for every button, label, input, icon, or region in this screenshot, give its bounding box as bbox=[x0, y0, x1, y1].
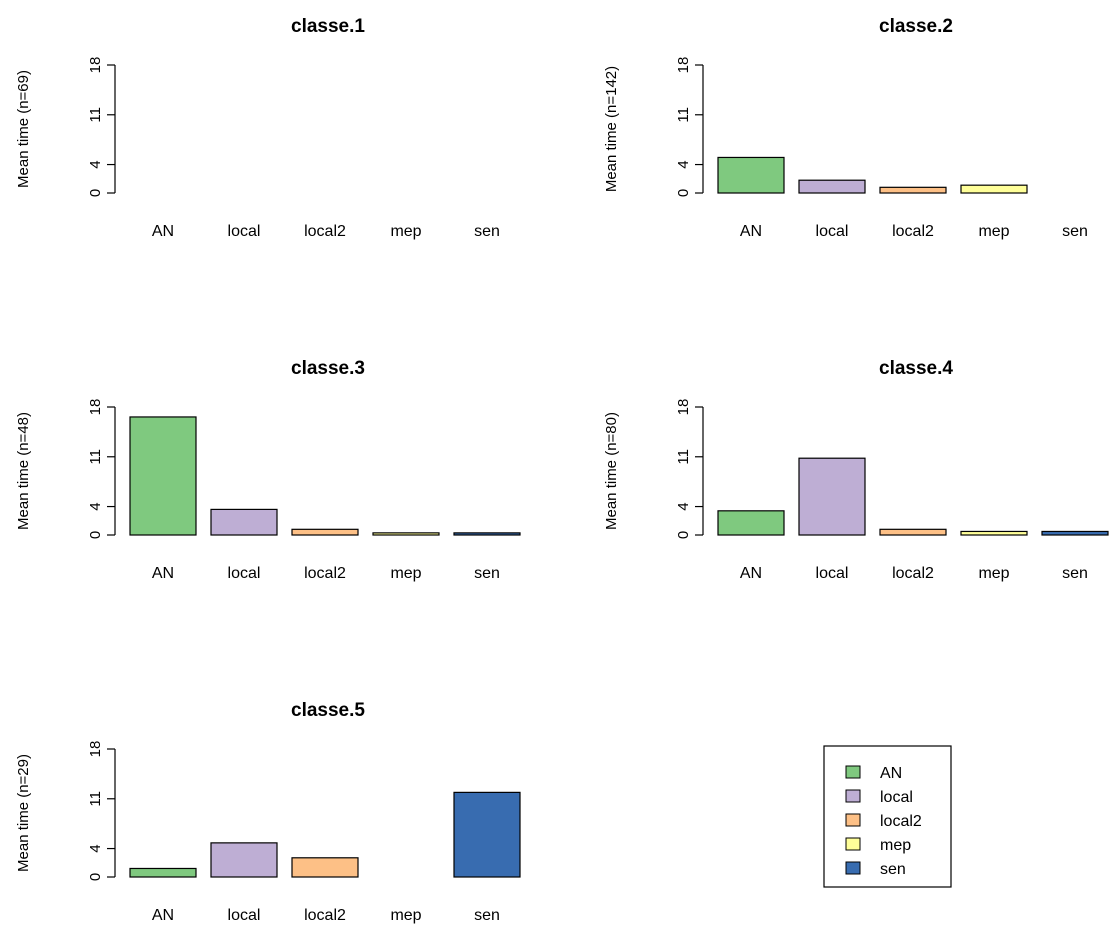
category-label: mep bbox=[390, 907, 421, 924]
y-tick-label: 0 bbox=[675, 189, 692, 197]
category-label: local2 bbox=[892, 223, 934, 240]
panel-1: classe.1 Mean time (n=69) 0 4 11 18 AN local loc… bbox=[15, 16, 500, 240]
category-label: local bbox=[228, 907, 261, 924]
panel-3: classe.3 Mean time (n=48) 0 4 11 18 AN local loc… bbox=[15, 358, 521, 582]
bar-AN bbox=[717, 156, 785, 194]
legend-label: local bbox=[880, 789, 913, 806]
category-label: sen bbox=[1062, 565, 1088, 582]
bar-mep bbox=[372, 532, 440, 536]
panel-4: classe.4 Mean time (n=80) 0 4 11 18 AN local loc… bbox=[603, 358, 1109, 582]
category-label: local bbox=[816, 223, 849, 240]
y-tick-label: 4 bbox=[675, 502, 692, 510]
category-label: local2 bbox=[304, 907, 346, 924]
bar-AN bbox=[717, 510, 785, 536]
y-tick-label: 11 bbox=[87, 107, 104, 123]
y-tick-label: 4 bbox=[87, 160, 104, 168]
category-label: AN bbox=[740, 223, 762, 240]
legend-label: sen bbox=[880, 861, 906, 878]
legend-swatch-local bbox=[845, 789, 861, 803]
legend-label: mep bbox=[880, 837, 911, 854]
y-axis-label: Mean time (n=80) bbox=[603, 412, 620, 530]
y-tick-label: 0 bbox=[675, 531, 692, 539]
y-tick-label: 18 bbox=[87, 57, 104, 74]
category-label: AN bbox=[152, 907, 174, 924]
y-tick-label: 11 bbox=[675, 107, 692, 123]
category-label: AN bbox=[740, 565, 762, 582]
category-label: sen bbox=[474, 223, 500, 240]
bar-local2 bbox=[291, 857, 359, 878]
bar-local bbox=[210, 842, 278, 878]
panel-title: classe.2 bbox=[879, 16, 953, 37]
category-label: local bbox=[228, 565, 261, 582]
y-tick-label: 4 bbox=[87, 844, 104, 852]
category-label: mep bbox=[390, 223, 421, 240]
y-axis-label: Mean time (n=142) bbox=[603, 66, 620, 192]
y-tick-label: 4 bbox=[87, 502, 104, 510]
y-axis-label: Mean time (n=29) bbox=[15, 754, 32, 872]
legend-swatch-local2 bbox=[845, 813, 861, 827]
y-tick-label: 4 bbox=[675, 160, 692, 168]
y-tick-label: 18 bbox=[675, 57, 692, 74]
category-label: local2 bbox=[892, 565, 934, 582]
bar-AN bbox=[129, 867, 197, 878]
bar-local bbox=[798, 179, 866, 194]
legend-swatch-AN bbox=[845, 765, 861, 779]
category-label: AN bbox=[152, 565, 174, 582]
legend-label: AN bbox=[880, 765, 902, 782]
panel-title: classe.1 bbox=[291, 16, 365, 37]
y-tick-label: 18 bbox=[87, 741, 104, 758]
panel-5: classe.5 Mean time (n=29) 0 4 11 18 AN local loc… bbox=[15, 700, 521, 924]
panel-title: classe.3 bbox=[291, 358, 365, 379]
bar-AN bbox=[129, 416, 197, 536]
y-tick-label: 11 bbox=[87, 791, 104, 807]
bar-local2 bbox=[879, 528, 947, 536]
category-label: mep bbox=[390, 565, 421, 582]
bar-sen bbox=[453, 532, 521, 536]
y-axis-label: Mean time (n=48) bbox=[15, 412, 32, 530]
category-label: local2 bbox=[304, 223, 346, 240]
bar-sen bbox=[453, 791, 521, 878]
legend-swatch-mep bbox=[845, 837, 861, 851]
category-label: sen bbox=[474, 907, 500, 924]
bar-local bbox=[210, 508, 278, 536]
bar-sen bbox=[1041, 530, 1109, 536]
y-tick-label: 11 bbox=[675, 449, 692, 465]
y-tick-label: 0 bbox=[87, 873, 104, 881]
panel-title: classe.4 bbox=[879, 358, 953, 379]
category-label: sen bbox=[1062, 223, 1088, 240]
panel-2: classe.2 Mean time (n=142) 0 4 11 18 AN local lo… bbox=[603, 16, 1088, 240]
bar-mep bbox=[960, 530, 1028, 536]
panel-title: classe.5 bbox=[291, 700, 365, 721]
y-tick-label: 18 bbox=[87, 399, 104, 416]
bar-mep bbox=[960, 184, 1028, 194]
bar-local bbox=[798, 457, 866, 536]
y-tick-label: 0 bbox=[87, 189, 104, 197]
y-tick-label: 18 bbox=[675, 399, 692, 416]
legend-box bbox=[823, 745, 952, 888]
category-label: AN bbox=[152, 223, 174, 240]
y-axis-label: Mean time (n=69) bbox=[15, 70, 32, 188]
category-label: local bbox=[228, 223, 261, 240]
category-label: mep bbox=[978, 565, 1009, 582]
category-label: sen bbox=[474, 565, 500, 582]
legend-label: local2 bbox=[880, 813, 922, 830]
y-tick-label: 0 bbox=[87, 531, 104, 539]
category-label: mep bbox=[978, 223, 1009, 240]
legend: AN local local2 mep sen bbox=[823, 745, 952, 888]
category-label: local bbox=[816, 565, 849, 582]
legend-swatch-sen bbox=[845, 861, 861, 875]
category-label: local2 bbox=[304, 565, 346, 582]
y-tick-label: 11 bbox=[87, 449, 104, 465]
bar-local2 bbox=[879, 186, 947, 194]
bar-local2 bbox=[291, 528, 359, 536]
